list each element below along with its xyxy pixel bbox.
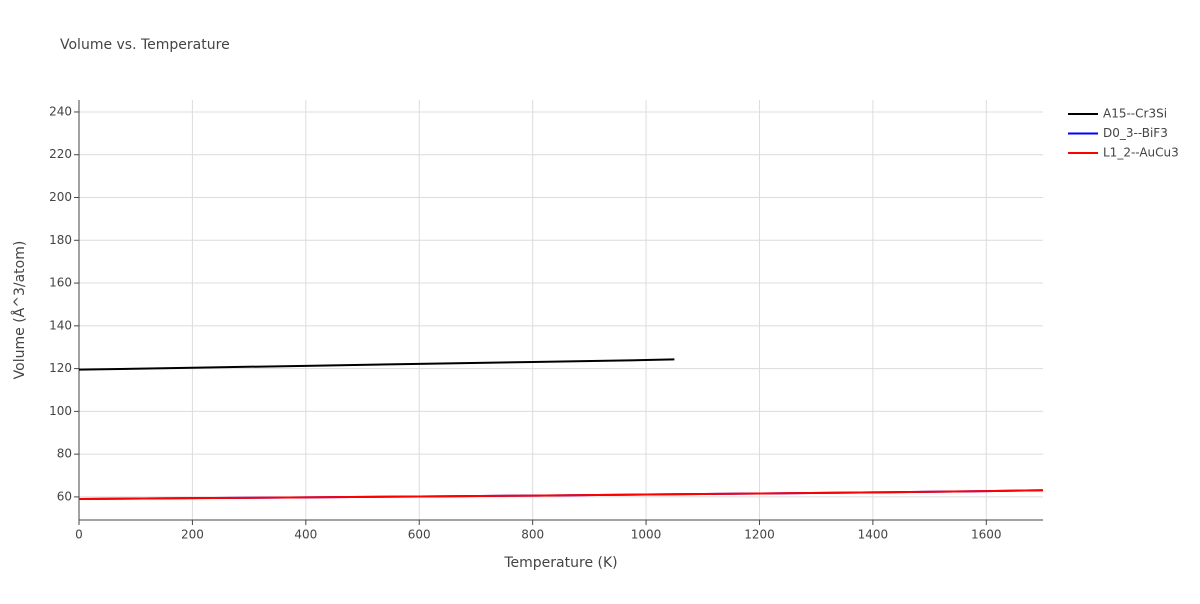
x-tick-label: 0 xyxy=(75,528,83,542)
x-tick-label: 600 xyxy=(408,528,431,542)
y-tick-label: 120 xyxy=(49,361,72,375)
legend-label: L1_2--AuCu3 xyxy=(1103,146,1179,160)
series-line xyxy=(78,489,1044,501)
y-axis-title: Volume (Å^3/atom) xyxy=(11,241,28,380)
y-tick-label: 100 xyxy=(49,404,72,418)
x-axis-title: Temperature (K) xyxy=(503,555,617,571)
x-tick-label: 1200 xyxy=(744,528,775,542)
y-tick-label: 140 xyxy=(49,318,72,332)
chart-title: Volume vs. Temperature xyxy=(60,37,230,53)
y-tick-label: 200 xyxy=(49,190,72,204)
legend-label: D0_3--BiF3 xyxy=(1103,126,1168,140)
y-tick-label: 220 xyxy=(49,147,72,161)
x-tick-label: 800 xyxy=(521,528,544,542)
x-tick-label: 400 xyxy=(294,528,317,542)
x-tick-label: 1400 xyxy=(858,528,889,542)
y-tick-label: 160 xyxy=(49,276,72,290)
y-tick-label: 60 xyxy=(57,489,72,503)
y-tick-label: 80 xyxy=(57,447,72,461)
x-tick-label: 1600 xyxy=(971,528,1002,542)
y-tick-label: 240 xyxy=(49,104,72,118)
series-line xyxy=(78,358,675,371)
legend-label: A15--Cr3Si xyxy=(1103,107,1167,121)
x-tick-label: 1000 xyxy=(631,528,662,542)
y-tick-label: 180 xyxy=(49,233,72,247)
x-tick-label: 200 xyxy=(181,528,204,542)
